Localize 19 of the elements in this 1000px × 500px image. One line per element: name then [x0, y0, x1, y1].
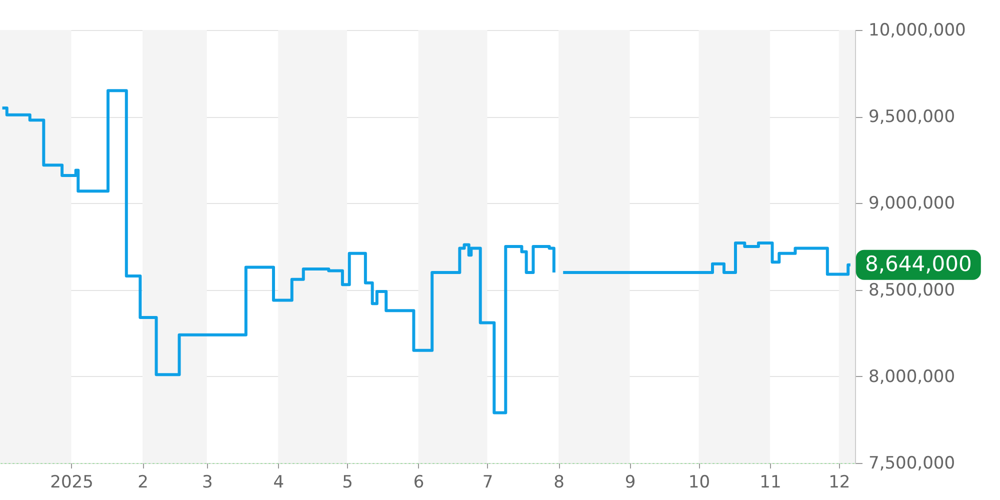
y-tick-label: 7,500,000	[868, 454, 956, 474]
y-tick-label: 10,000,000	[868, 20, 966, 40]
y-tick-label: 9,500,000	[868, 107, 956, 128]
x-tick-label: 8	[554, 472, 564, 492]
x-tick-label: 10	[688, 472, 710, 492]
x-tick-label: 5	[342, 472, 353, 492]
x-tick-label: 4	[273, 472, 284, 492]
x-tick-label: 3	[202, 472, 213, 492]
x-tick-label: 2	[138, 472, 148, 492]
x-tick-label: 9	[624, 472, 636, 492]
x-tick-label: 6	[413, 472, 424, 492]
y-tick-label: 8,500,000	[868, 280, 956, 300]
x-tick-label: 2025	[50, 472, 94, 492]
y-tick-label: 8,000,000	[868, 366, 956, 387]
x-tick-label: 11	[760, 472, 782, 492]
y-tick-label: 9,000,000	[868, 194, 956, 214]
annotation: 8,644,000	[864, 252, 972, 276]
x-tick-label: 7	[482, 472, 494, 492]
x-tick-label: 12	[828, 472, 850, 492]
